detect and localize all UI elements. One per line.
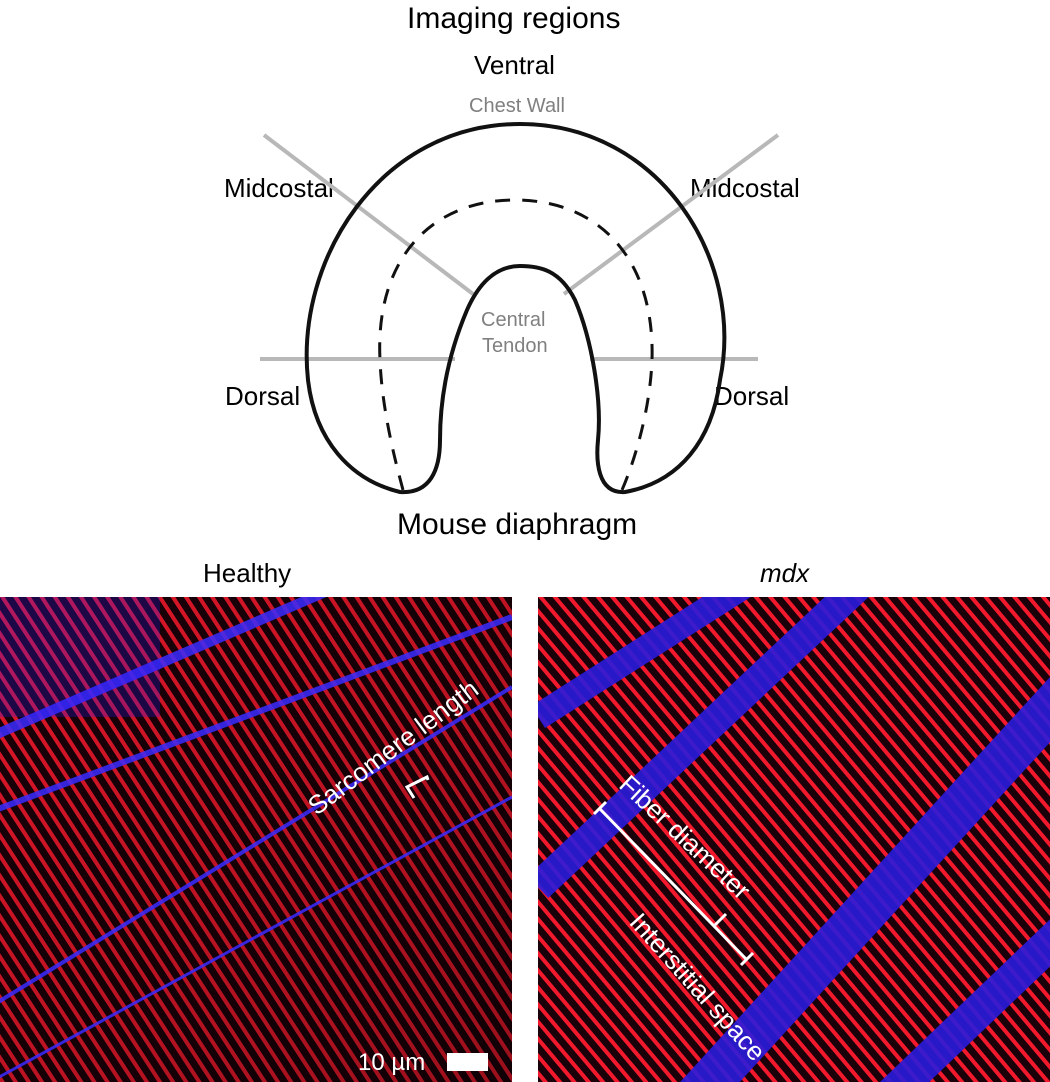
healthy-annotations — [404, 774, 488, 1071]
diagram-title: Imaging regions — [407, 2, 621, 35]
diaphragm-outline — [304, 121, 727, 495]
mdx-micrograph: Fiber diameter Interstitial space — [538, 597, 1050, 1082]
diagram-caption: Mouse diaphragm — [397, 508, 638, 541]
label-dorsal-right: Dorsal — [714, 381, 790, 411]
label-central-tendon-line1: Central — [481, 309, 546, 331]
healthy-micrograph-texture — [0, 597, 512, 1082]
label-chest-wall: Chest Wall — [469, 95, 565, 117]
mdx-panel-title: mdx — [760, 558, 810, 588]
mdx-micrograph-texture — [538, 597, 1050, 1082]
label-central-tendon-line2: Tendon — [482, 335, 548, 357]
divider-right-diagonal — [562, 133, 780, 296]
dashed-inner-boundary — [378, 198, 654, 491]
healthy-panel-title: Healthy — [203, 558, 292, 588]
label-dorsal-left: Dorsal — [225, 381, 301, 411]
diaphragm-diagram — [260, 121, 780, 495]
scale-bar-label: 10 µm — [358, 1049, 426, 1076]
region-divider-lines — [260, 133, 780, 361]
sarcomere-bracket — [404, 774, 430, 799]
divider-left-diagonal — [262, 133, 475, 296]
scale-bar — [447, 1053, 488, 1071]
label-ventral: Ventral — [474, 50, 555, 80]
label-midcostal-left: Midcostal — [224, 173, 334, 203]
fiber-diameter-bracket — [592, 800, 755, 967]
healthy-micrograph: Sarcomere length 10 µm — [0, 597, 512, 1082]
mdx-annotations — [592, 800, 755, 967]
